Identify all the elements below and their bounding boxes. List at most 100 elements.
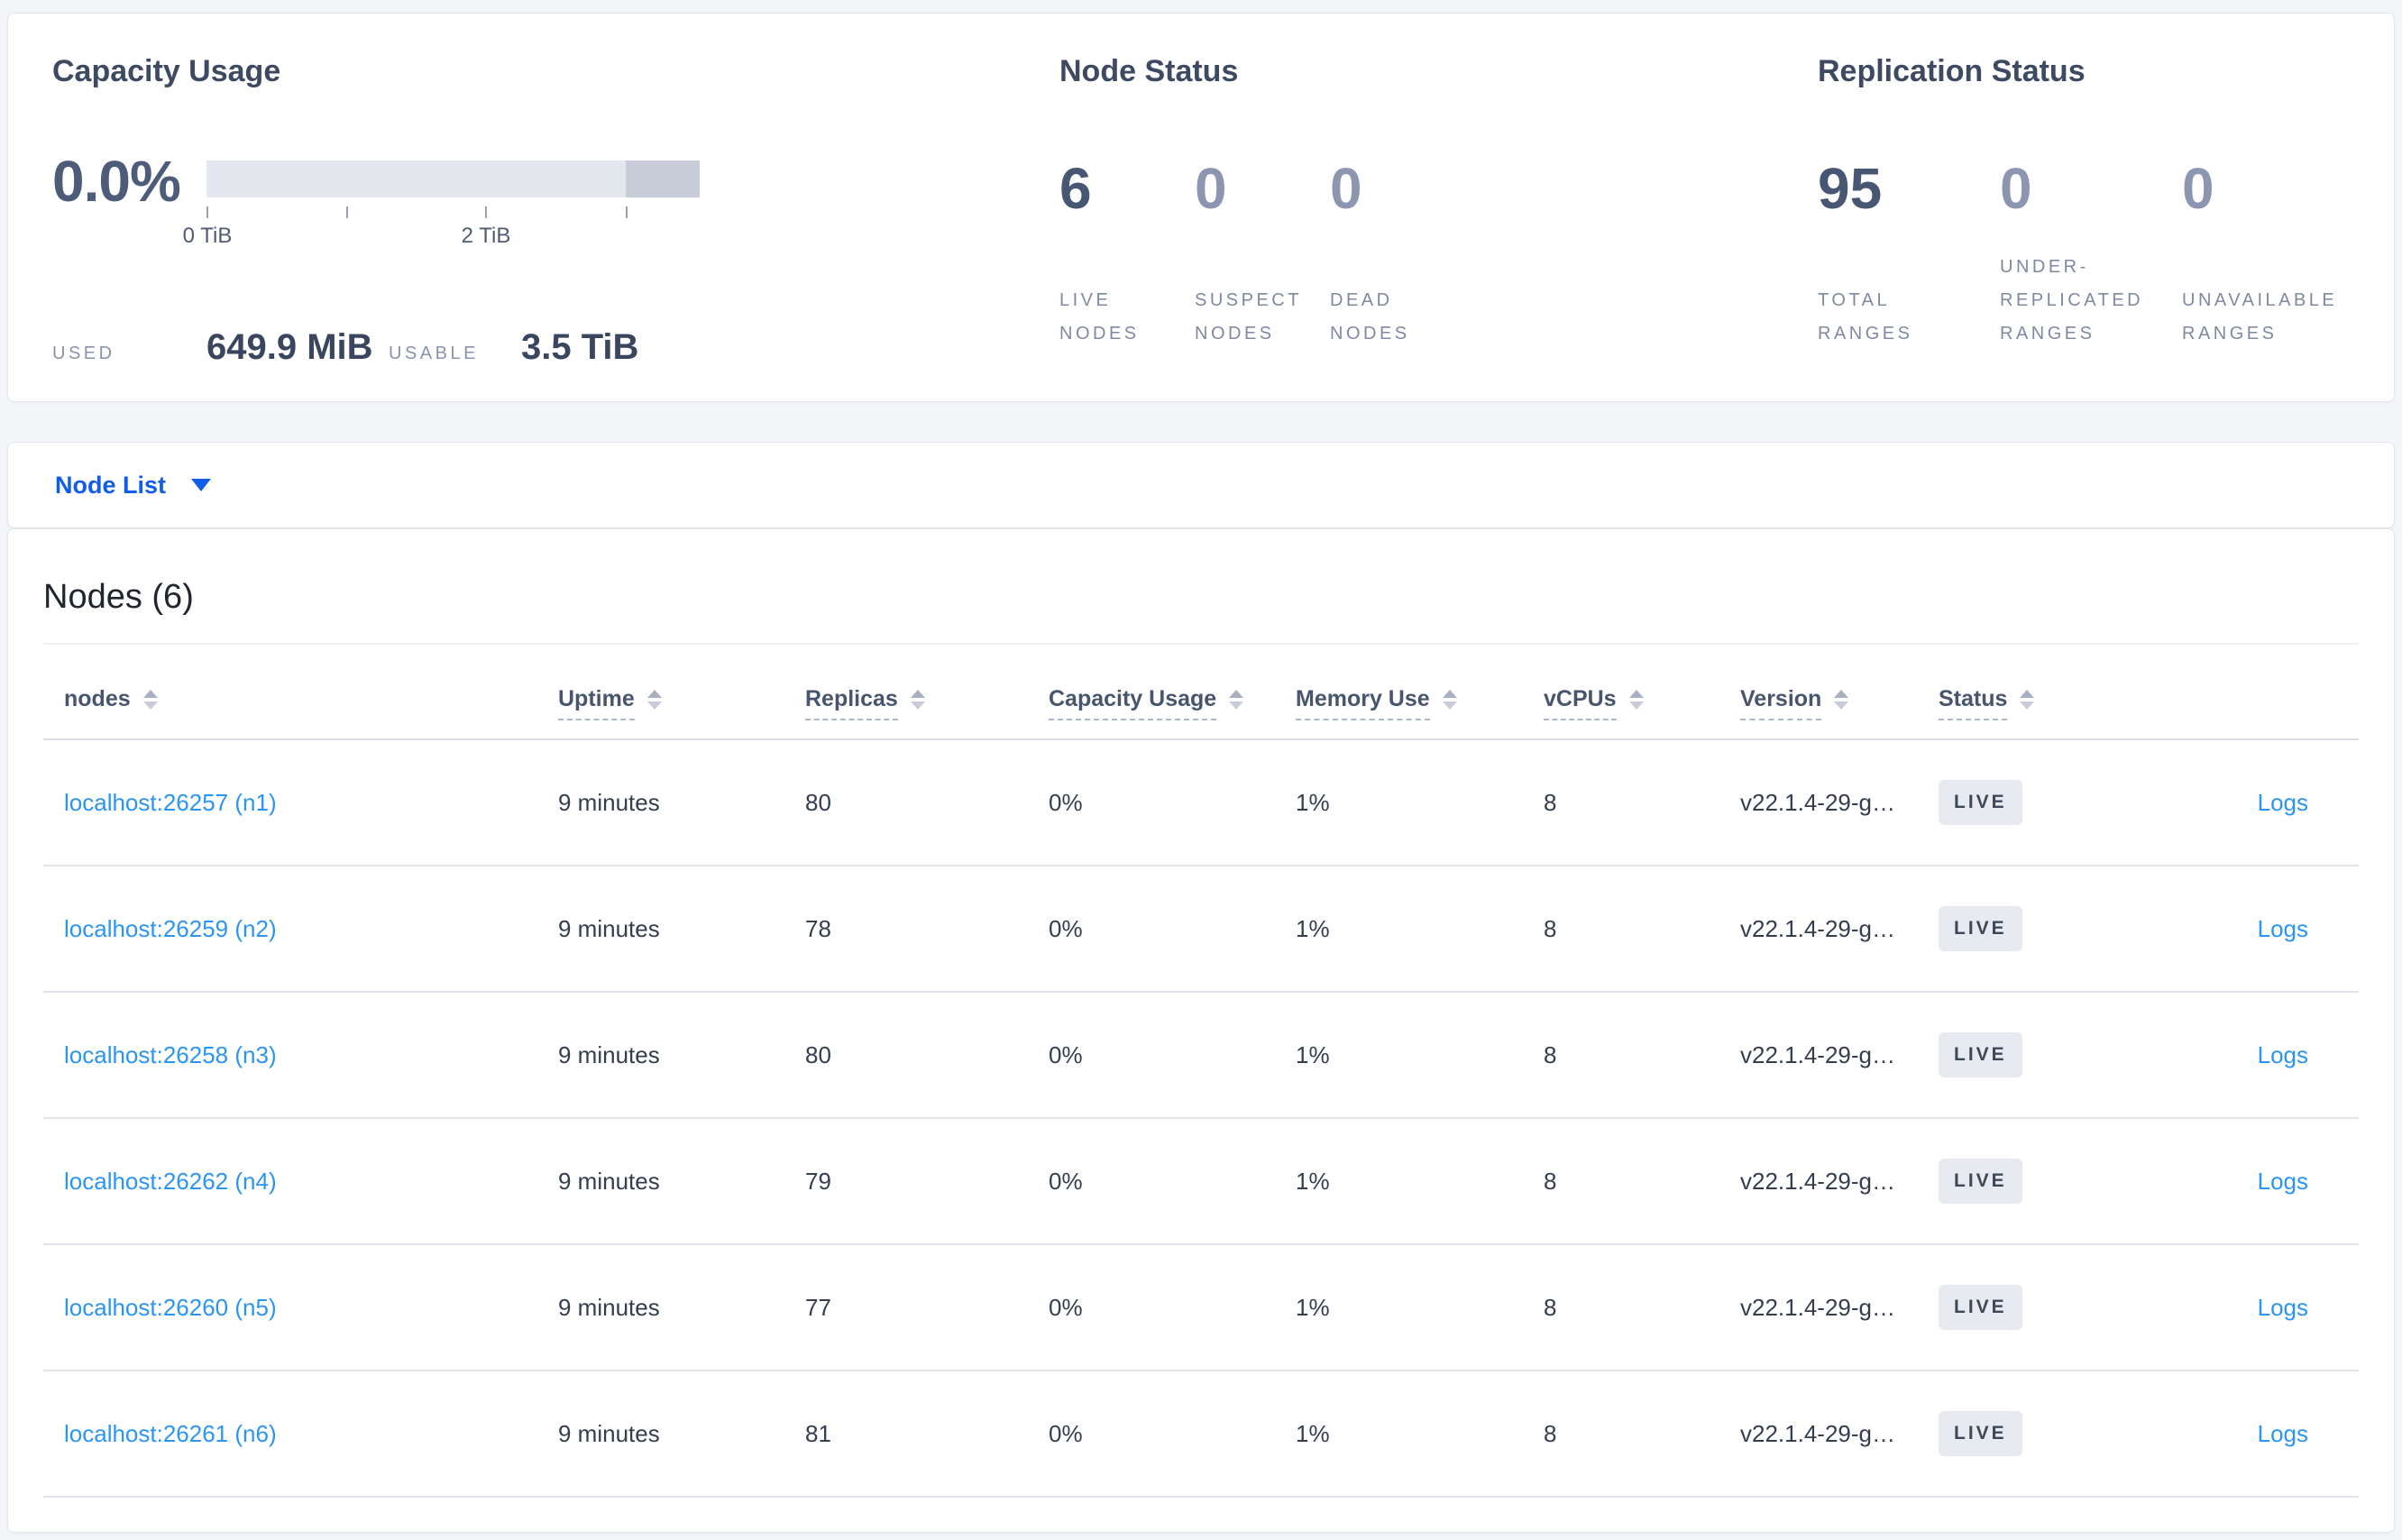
uptime-cell: 9 minutes (558, 1167, 660, 1195)
used-label: USED (52, 344, 115, 363)
view-selector-dropdown[interactable]: Node List (55, 471, 167, 499)
nodes-table-card: Nodes (6) nodes Uptime Replicas Capacity… (7, 528, 2395, 1533)
suspect-nodes-label: SUSPECT NODES (1195, 290, 1302, 344)
table-row: localhost:26257 (n1) 9 minutes 80 0% 1% … (43, 740, 2359, 866)
total-ranges-stat: 95 TOTAL RANGES (1818, 156, 2000, 351)
replicas-cell: 81 (805, 1419, 831, 1447)
node-link[interactable]: localhost:26261 (n6) (64, 1419, 277, 1447)
under-replicated-ranges-stat: 0 UNDER-REPLICATED RANGES (2000, 156, 2182, 351)
axis-tick (206, 206, 208, 218)
live-nodes-label: LIVE NODES (1059, 290, 1140, 344)
column-header-nodes[interactable]: nodes (43, 686, 558, 738)
uptime-cell: 9 minutes (558, 788, 660, 816)
sort-icon[interactable] (1229, 690, 1244, 710)
column-header-uptime[interactable]: Uptime (558, 686, 805, 738)
column-header-vcpus[interactable]: vCPUs (1544, 686, 1740, 738)
nodes-table: nodes Uptime Replicas Capacity Usage Mem… (43, 643, 2359, 1498)
column-header-capacity-usage[interactable]: Capacity Usage (1049, 686, 1296, 738)
status-badge: LIVE (1939, 1159, 2022, 1204)
uptime-cell: 9 minutes (558, 1419, 660, 1447)
status-badge: LIVE (1939, 780, 2022, 825)
table-row: localhost:26259 (n2) 9 minutes 78 0% 1% … (43, 866, 2359, 993)
capacity-bar-reserved-segment (626, 160, 700, 197)
axis-tick (626, 206, 628, 218)
replicas-cell: 80 (805, 788, 831, 816)
axis-tick-label-0: 0 TiB (182, 224, 233, 248)
total-ranges-label: TOTAL RANGES (1818, 290, 1913, 344)
capacity-usage-cell: 0% (1049, 788, 1083, 816)
memory-use-cell: 1% (1296, 1040, 1330, 1068)
column-header-version[interactable]: Version (1740, 686, 1939, 738)
capacity-bar-track (206, 160, 700, 197)
sort-icon[interactable] (910, 690, 925, 710)
node-link[interactable]: localhost:26260 (n5) (64, 1293, 277, 1321)
sort-icon[interactable] (646, 690, 662, 710)
memory-use-cell: 1% (1296, 914, 1330, 942)
live-nodes-value: 6 (1059, 156, 1092, 221)
usable-label: USABLE (389, 344, 479, 363)
column-header-memory-use[interactable]: Memory Use (1296, 686, 1544, 738)
status-badge: LIVE (1939, 1411, 2022, 1456)
version-cell: v22.1.4-29-g… (1740, 914, 1895, 942)
capacity-usage-cell: 0% (1049, 1293, 1083, 1321)
cluster-summary-card: Capacity Usage 0.0% 0 TiB 2 TiB USED 649.… (7, 13, 2395, 402)
vcpus-cell: 8 (1544, 914, 1557, 942)
uptime-cell: 9 minutes (558, 1040, 660, 1068)
under-replicated-ranges-label: UNDER-REPLICATED RANGES (2000, 257, 2144, 344)
sort-icon[interactable] (2020, 690, 2035, 710)
sort-icon[interactable] (1442, 690, 1457, 710)
logs-link[interactable]: Logs (2257, 788, 2308, 816)
version-cell: v22.1.4-29-g… (1740, 788, 1895, 816)
view-selector-bar: Node List (7, 442, 2395, 528)
node-link[interactable]: localhost:26257 (n1) (64, 788, 277, 816)
table-row: localhost:26260 (n5) 9 minutes 77 0% 1% … (43, 1245, 2359, 1371)
version-cell: v22.1.4-29-g… (1740, 1293, 1895, 1321)
vcpus-cell: 8 (1544, 1293, 1557, 1321)
total-ranges-value: 95 (1818, 156, 1883, 221)
status-badge: LIVE (1939, 1285, 2022, 1330)
status-badge: LIVE (1939, 906, 2022, 951)
column-header-status[interactable]: Status (1939, 686, 2155, 738)
memory-use-cell: 1% (1296, 788, 1330, 816)
nodes-table-header: nodes Uptime Replicas Capacity Usage Mem… (43, 643, 2359, 740)
table-row: localhost:26262 (n4) 9 minutes 79 0% 1% … (43, 1119, 2359, 1245)
used-value: 649.9 MiB (206, 327, 373, 367)
capacity-used-usable: USED 649.9 MiB USABLE 3.5 TiB (52, 327, 638, 368)
sort-icon[interactable] (142, 690, 158, 710)
node-link[interactable]: localhost:26262 (n4) (64, 1167, 277, 1195)
capacity-usage-cell: 0% (1049, 914, 1083, 942)
uptime-cell: 9 minutes (558, 914, 660, 942)
dead-nodes-stat: 0 DEAD NODES (1330, 156, 1465, 351)
sort-icon[interactable] (1834, 690, 1849, 710)
capacity-percent-value: 0.0% (52, 149, 181, 214)
axis-tick (346, 206, 348, 218)
capacity-usage-cell: 0% (1049, 1167, 1083, 1195)
logs-link[interactable]: Logs (2257, 1419, 2308, 1447)
vcpus-cell: 8 (1544, 788, 1557, 816)
capacity-usage-section: Capacity Usage 0.0% 0 TiB 2 TiB USED 649.… (52, 14, 1026, 401)
sort-icon[interactable] (1628, 690, 1644, 710)
replication-status-title: Replication Status (1818, 54, 2086, 88)
capacity-usage-cell: 0% (1049, 1419, 1083, 1447)
node-status-title: Node Status (1059, 54, 1239, 88)
logs-link[interactable]: Logs (2257, 1293, 2308, 1321)
version-cell: v22.1.4-29-g… (1740, 1167, 1895, 1195)
table-row: localhost:26258 (n3) 9 minutes 80 0% 1% … (43, 993, 2359, 1119)
suspect-nodes-stat: 0 SUSPECT NODES (1195, 156, 1330, 351)
logs-link[interactable]: Logs (2257, 1167, 2308, 1195)
version-cell: v22.1.4-29-g… (1740, 1040, 1895, 1068)
logs-link[interactable]: Logs (2257, 1040, 2308, 1068)
replication-status-section: Replication Status 95 TOTAL RANGES 0 UND… (1818, 14, 2377, 401)
node-link[interactable]: localhost:26259 (n2) (64, 914, 277, 942)
capacity-usage-cell: 0% (1049, 1040, 1083, 1068)
column-header-replicas[interactable]: Replicas (805, 686, 1049, 738)
unavailable-ranges-stat: 0 UNAVAILABLE RANGES (2182, 156, 2364, 351)
capacity-usage-title: Capacity Usage (52, 54, 281, 88)
chevron-down-icon[interactable] (191, 479, 212, 491)
replicas-cell: 79 (805, 1167, 831, 1195)
logs-link[interactable]: Logs (2257, 914, 2308, 942)
node-link[interactable]: localhost:26258 (n3) (64, 1040, 277, 1068)
memory-use-cell: 1% (1296, 1419, 1330, 1447)
dead-nodes-value: 0 (1330, 156, 1362, 221)
memory-use-cell: 1% (1296, 1167, 1330, 1195)
